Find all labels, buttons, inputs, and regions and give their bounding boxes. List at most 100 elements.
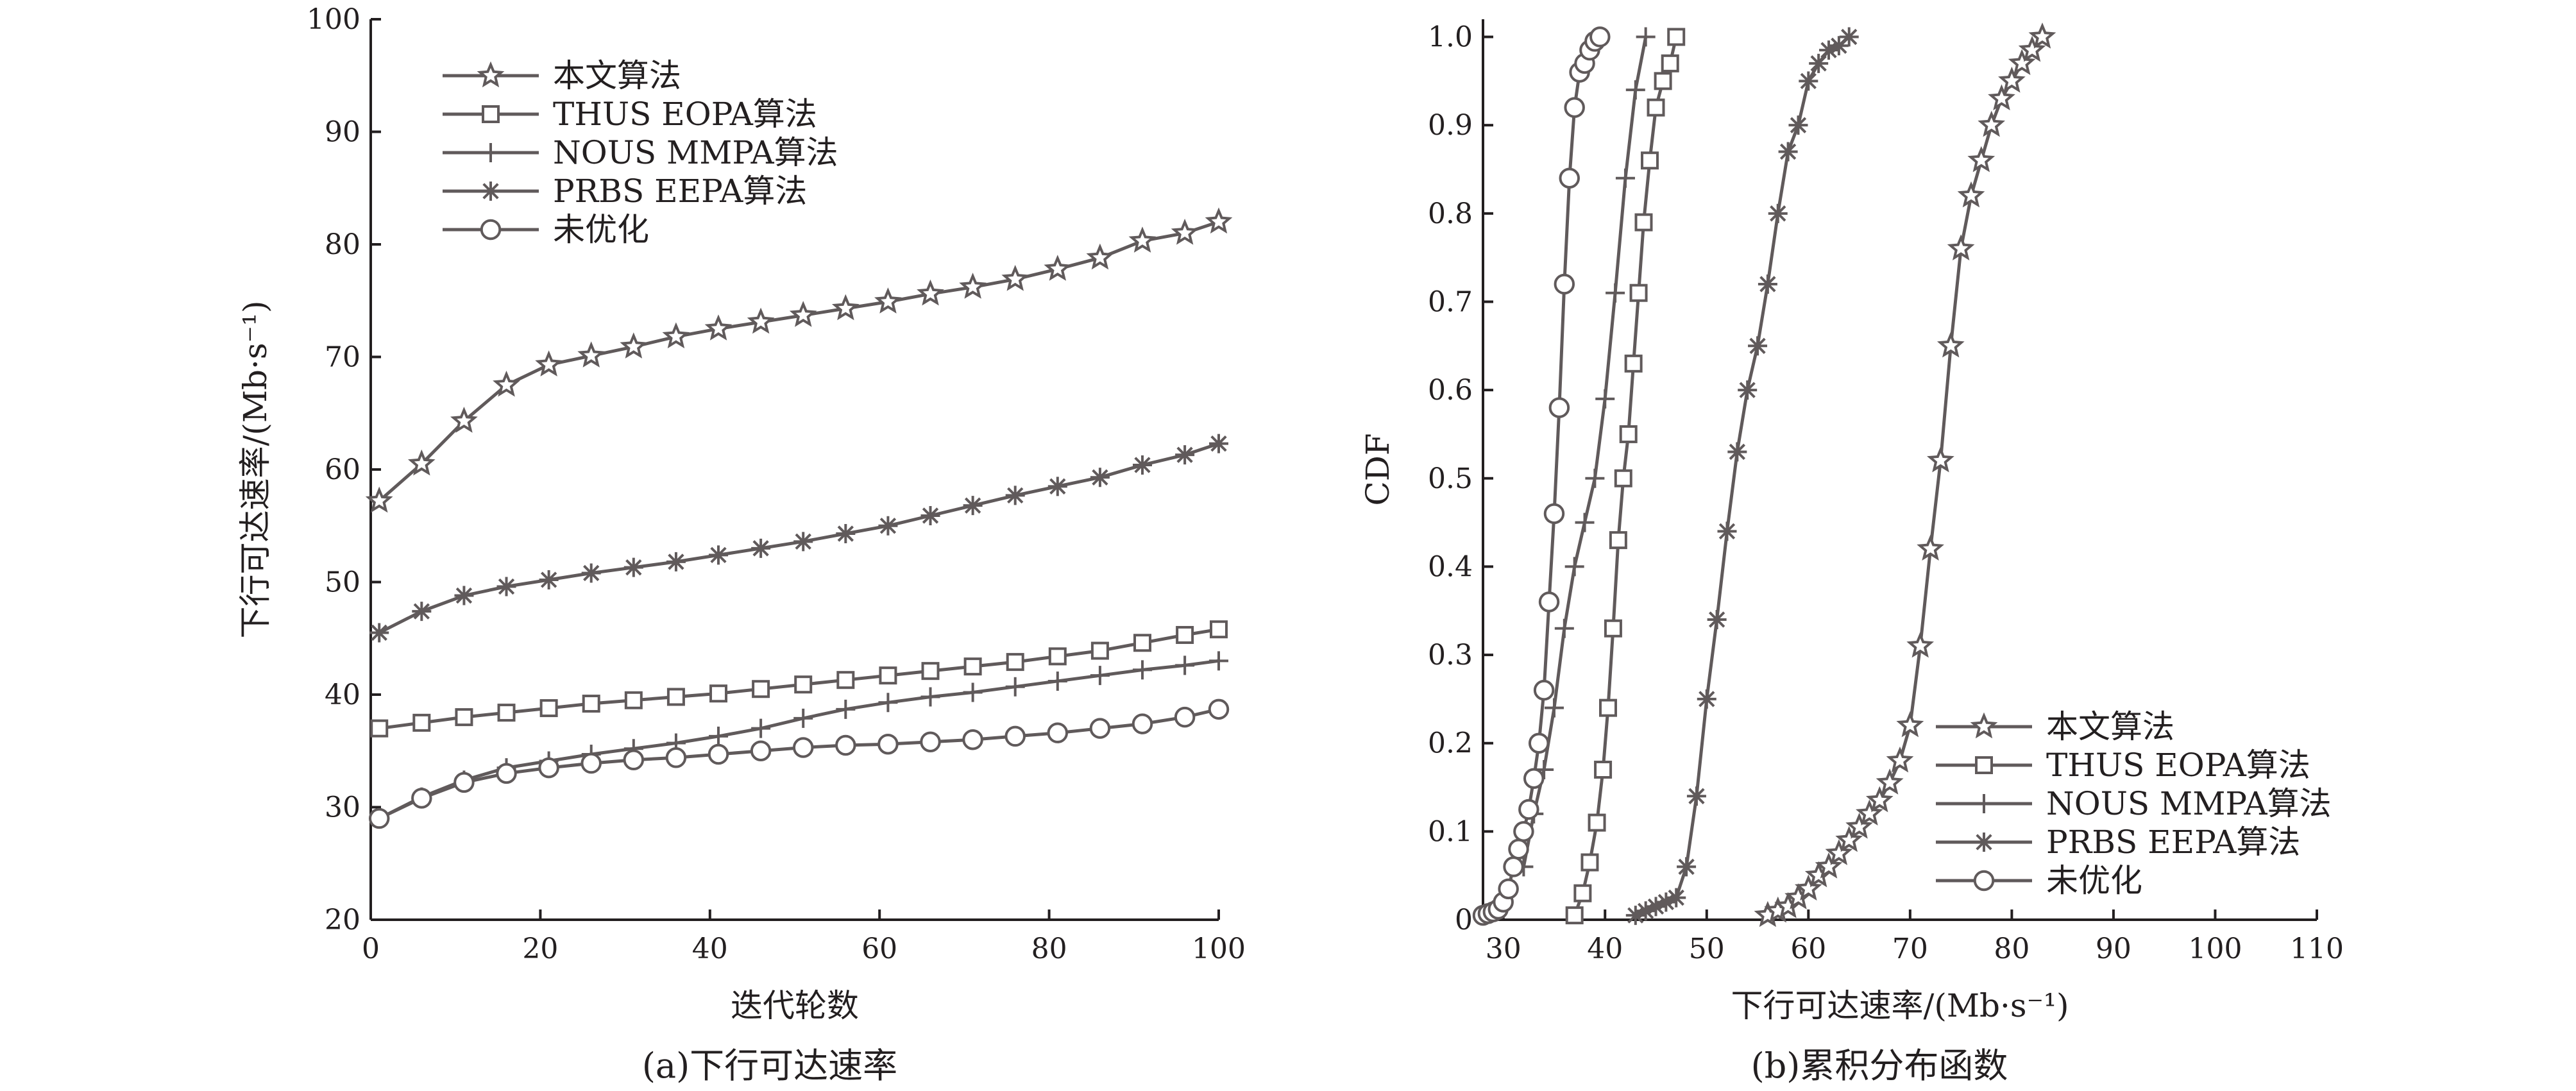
legend-marker xyxy=(1974,833,1994,852)
data-point xyxy=(1086,243,1114,270)
data-point xyxy=(620,332,648,359)
data-point xyxy=(370,719,389,738)
data-point xyxy=(1629,283,1648,302)
data-point xyxy=(1936,331,1965,358)
data-point xyxy=(1595,389,1615,409)
series-3 xyxy=(369,434,1228,643)
data-point xyxy=(1564,97,1585,118)
data-point xyxy=(879,666,897,685)
data-point xyxy=(1564,557,1584,577)
data-point xyxy=(792,737,814,758)
data-point xyxy=(793,532,813,552)
data-point xyxy=(1738,380,1758,400)
y-tick-label: 0.8 xyxy=(1428,198,1473,230)
y-tick-label: 0.7 xyxy=(1428,285,1473,318)
legend-label: NOUS MMPA算法 xyxy=(2046,785,2332,822)
data-point xyxy=(1210,620,1228,639)
data-point xyxy=(1174,706,1196,728)
data-point xyxy=(1825,839,1853,865)
data-point xyxy=(1856,799,1883,826)
data-point xyxy=(709,726,729,746)
legend-marker xyxy=(1970,712,1998,739)
data-point xyxy=(1917,534,1944,561)
data-point xyxy=(535,350,563,376)
data-point xyxy=(1175,655,1195,675)
data-point xyxy=(1604,619,1622,638)
data-point xyxy=(920,731,941,752)
data-point xyxy=(1615,168,1635,188)
data-point xyxy=(1646,897,1666,917)
data-point xyxy=(836,524,856,544)
data-point xyxy=(1634,213,1653,232)
data-point xyxy=(623,557,643,577)
data-point xyxy=(1047,671,1067,691)
data-point xyxy=(1641,151,1659,170)
y-tick-label: 40 xyxy=(325,679,360,711)
legend-marker xyxy=(480,219,502,241)
data-point xyxy=(1625,80,1645,100)
data-point xyxy=(874,287,902,314)
data-point xyxy=(1573,884,1592,902)
data-point xyxy=(1865,786,1894,813)
data-point xyxy=(1575,512,1595,532)
x-tick-label: 80 xyxy=(1994,933,2029,965)
data-point xyxy=(1819,40,1839,60)
data-point xyxy=(1171,218,1199,245)
x-tick-label: 40 xyxy=(1587,933,1623,965)
data-point xyxy=(1654,72,1672,90)
data-point xyxy=(877,733,899,755)
data-point xyxy=(747,307,775,334)
data-point xyxy=(1594,761,1613,779)
data-point xyxy=(963,682,983,702)
data-point xyxy=(704,314,733,341)
y-tick-label: 0 xyxy=(1455,904,1473,936)
data-point xyxy=(1133,634,1152,652)
data-point xyxy=(1636,27,1656,47)
panel-b-caption: (b)累积分布函数 xyxy=(1751,1045,2008,1086)
data-point xyxy=(1839,27,1859,47)
data-point xyxy=(1538,591,1560,613)
data-point xyxy=(1927,446,1954,473)
series-line xyxy=(378,220,1219,502)
data-point xyxy=(455,708,473,727)
data-point xyxy=(1707,610,1727,629)
data-point xyxy=(1599,698,1617,717)
y-tick-label: 50 xyxy=(325,566,360,599)
data-point xyxy=(963,657,982,676)
data-point xyxy=(959,273,987,299)
data-point xyxy=(1906,631,1935,658)
data-point xyxy=(1176,625,1194,644)
data-point xyxy=(836,699,856,719)
data-point xyxy=(1717,521,1737,541)
data-point xyxy=(665,747,687,768)
data-point xyxy=(2028,22,2056,49)
data-point xyxy=(1205,207,1233,234)
data-point xyxy=(750,740,772,761)
y-axis-title: CDF xyxy=(1359,433,1396,505)
data-point xyxy=(1128,226,1157,253)
data-point xyxy=(1619,425,1638,443)
data-point xyxy=(1829,36,1849,56)
data-point xyxy=(1748,336,1768,356)
data-point xyxy=(1209,434,1228,453)
data-point xyxy=(1090,641,1109,660)
legend-marker xyxy=(477,61,505,88)
data-point xyxy=(1614,469,1632,487)
data-point xyxy=(1565,906,1584,925)
data-point xyxy=(1089,718,1111,739)
y-tick-label: 90 xyxy=(325,116,360,149)
data-point xyxy=(365,486,393,513)
y-tick-label: 0.1 xyxy=(1428,815,1473,848)
data-point xyxy=(1131,713,1153,734)
data-point xyxy=(789,301,817,327)
data-point xyxy=(1554,273,1575,295)
data-point xyxy=(1004,725,1026,747)
data-point xyxy=(497,704,516,722)
y-tick-label: 20 xyxy=(325,904,360,936)
legend-marker xyxy=(481,182,500,201)
series-4 xyxy=(1472,26,1611,926)
data-point xyxy=(454,586,474,605)
legend-marker xyxy=(481,143,500,162)
data-point xyxy=(1788,115,1808,135)
legend-label: PRBS EEPA算法 xyxy=(2046,824,2300,861)
